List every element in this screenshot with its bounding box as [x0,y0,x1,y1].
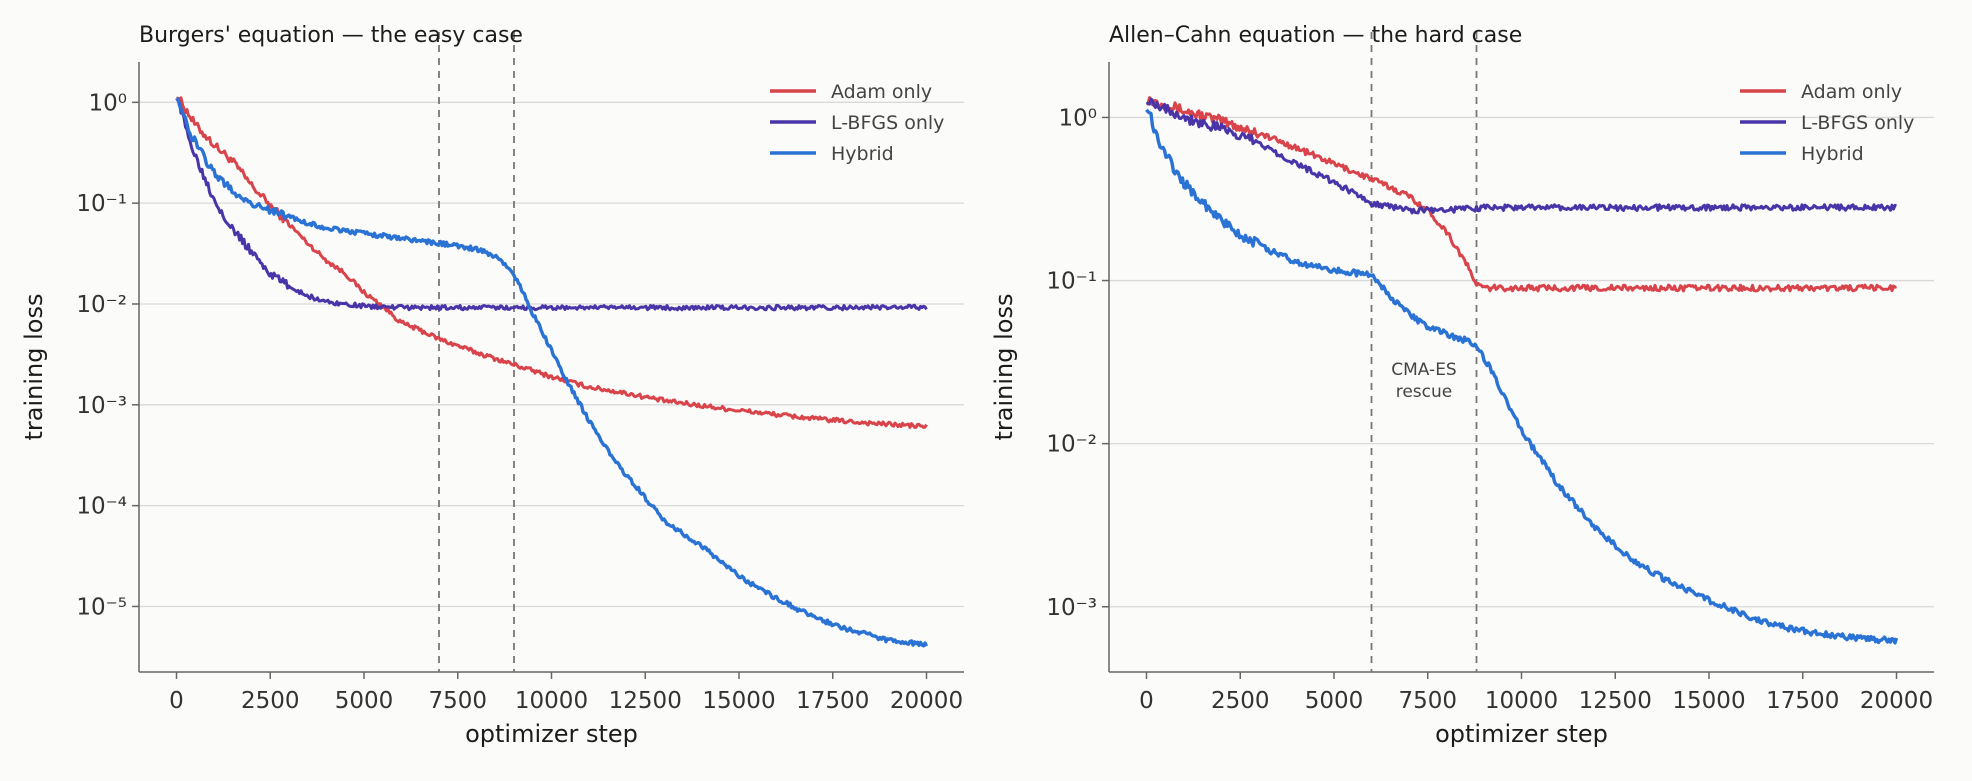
x-axis-label: optimizer step [465,720,638,748]
legend-entry: Adam only [831,81,932,103]
x-tick-label: 20000 [1860,688,1933,714]
y-tick-label: 10⁻¹ [76,191,127,217]
y-tick-label: 10⁻³ [76,393,127,419]
x-tick-label: 12500 [609,688,682,714]
y-tick-label: 10⁻⁵ [76,594,127,620]
x-tick-label: 10000 [1485,688,1558,714]
legend-entry: L-BFGS only [831,112,944,134]
x-tick-label: 5000 [1305,688,1364,714]
chart-panel-2: 10⁰ 10⁻¹ 10⁻² 10⁻³ 0 2500 5000 7500 10000 12500 15… [990,23,1934,748]
y-tick-label: 10⁻¹ [1046,269,1097,295]
y-axis-label: training loss [990,294,1018,441]
x-tick-label: 17500 [1766,688,1839,714]
y-tick-label: 10⁻³ [1046,595,1097,621]
x-tick-label: 10000 [515,688,588,714]
y-tick-label: 10⁻⁴ [76,494,127,520]
x-tick-label: 5000 [335,688,394,714]
y-axis-label: training loss [20,294,48,441]
legend-entry: Adam only [1801,81,1902,103]
x-tick-label: 0 [169,688,184,714]
legend-entry: Hybrid [831,143,894,165]
series-line-l-bfgs-only [1145,97,1897,215]
chart-title: Burgers' equation — the easy case [139,23,523,48]
y-tick-label: 10⁰ [89,90,128,116]
series-line-l-bfgs-only [175,97,928,312]
legend-entry: L-BFGS only [1801,112,1914,134]
series-line-adam-only [1146,96,1897,293]
chart-panel-1: 10⁰ 10⁻¹ 10⁻² 10⁻³ 10⁻⁴ 10⁻⁵ 0 2500 5000 7500 1000… [20,23,964,748]
x-tick-label: 20000 [890,688,963,714]
legend-entry: Hybrid [1801,143,1864,165]
x-axis-label: optimizer step [1435,720,1608,748]
annotation-text: rescue [1396,382,1453,402]
x-tick-label: 7500 [1398,688,1457,714]
x-tick-label: 15000 [702,688,775,714]
x-tick-label: 0 [1139,688,1154,714]
x-tick-label: 7500 [428,688,487,714]
y-tick-label: 10⁻² [1046,432,1097,458]
x-tick-label: 15000 [1672,688,1745,714]
chart-title: Allen–Cahn equation — the hard case [1109,23,1522,48]
annotation-text: CMA-ES [1391,360,1456,380]
series-line-hybrid [175,96,929,648]
y-tick-label: 10⁻² [76,292,127,318]
x-tick-label: 17500 [796,688,869,714]
x-tick-label: 2500 [1211,688,1270,714]
x-tick-label: 2500 [241,688,300,714]
y-tick-label: 10⁰ [1059,105,1098,131]
x-tick-label: 12500 [1579,688,1652,714]
series-line-hybrid [1145,108,1899,645]
series-line-adam-only [176,96,928,429]
